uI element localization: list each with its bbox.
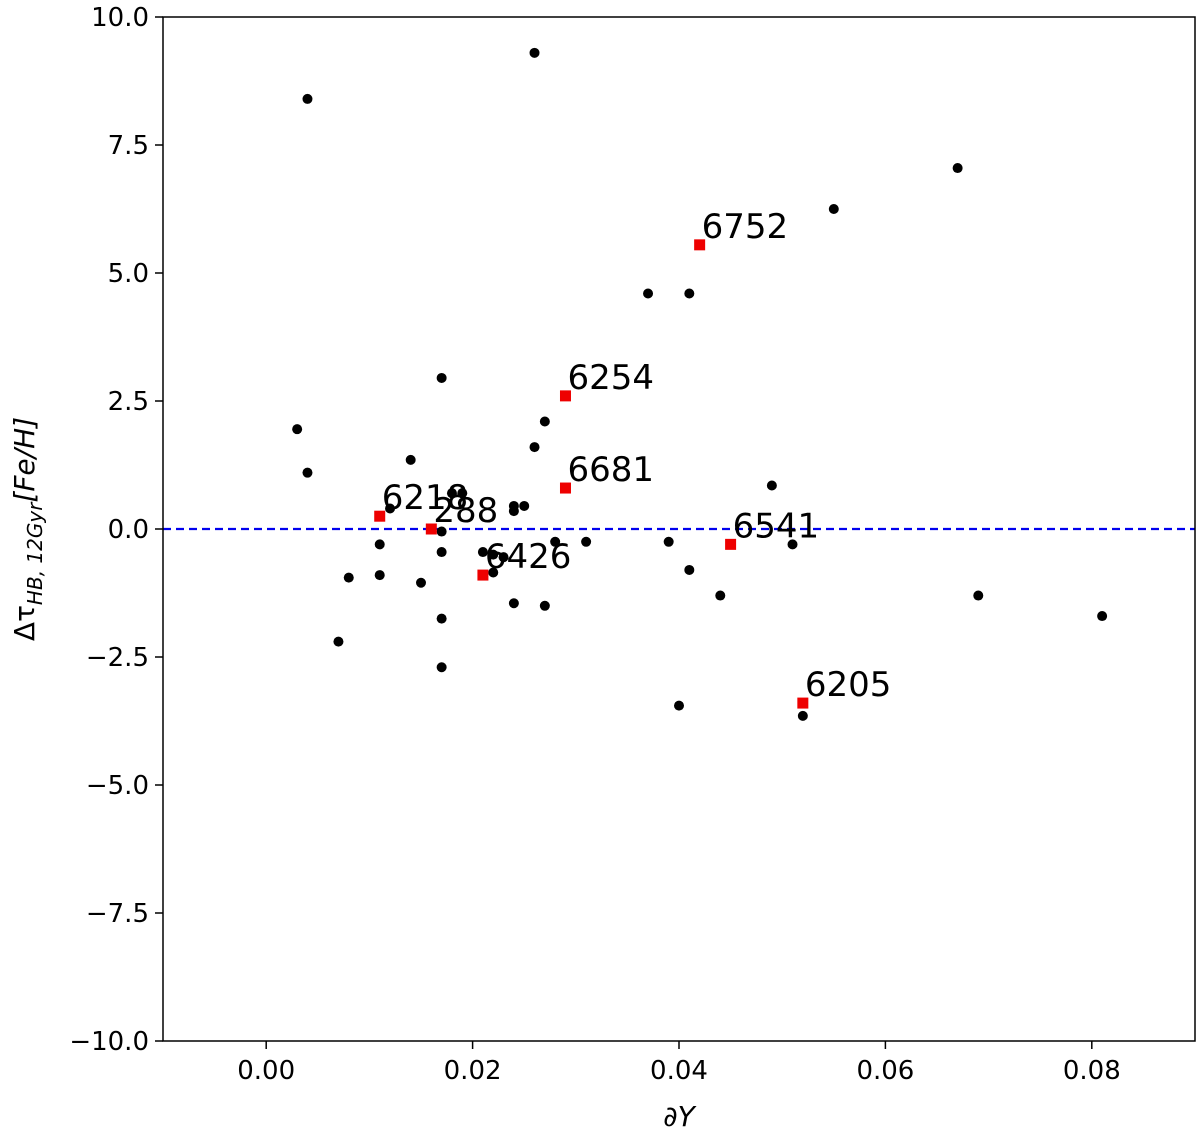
highlight-point (477, 569, 489, 581)
data-point (446, 488, 457, 499)
data-point (498, 552, 509, 563)
y-axis-label-tail: [Fe/H] (8, 417, 41, 503)
data-point (436, 613, 447, 624)
data-point (436, 372, 447, 383)
data-point (1097, 611, 1108, 622)
point-label: 6681 (567, 450, 654, 490)
data-point (539, 600, 550, 611)
data-point (405, 454, 416, 465)
x-tick-label: 0.00 (237, 1056, 295, 1086)
data-point (539, 416, 550, 427)
data-point (436, 662, 447, 673)
y-tick-label: 2.5 (108, 387, 149, 417)
x-tick-label: 0.02 (444, 1056, 502, 1086)
highlight-point (559, 482, 571, 494)
data-point (797, 710, 808, 721)
y-axis-label-main: Δτ (8, 605, 41, 641)
point-label: 288 (433, 491, 498, 531)
data-point (787, 539, 798, 550)
highlight-point (694, 239, 706, 251)
y-tick-label: 0.0 (108, 515, 149, 545)
data-point (508, 598, 519, 609)
data-point (684, 564, 695, 575)
y-axis-label-sub: HB, 12Gyr (23, 501, 47, 605)
data-point (292, 424, 303, 435)
x-axis-label: ∂Y (663, 1100, 696, 1133)
axes-layer: 0.00 0.02 0.04 0.06 0.08 −10.0 −7.5 −5.0 −2.5 0.0… (69, 3, 1120, 1086)
y-tick-label: −10.0 (69, 1027, 149, 1057)
data-point (488, 549, 499, 560)
point-label: 6254 (567, 358, 654, 398)
data-point (333, 636, 344, 647)
data-point (374, 539, 385, 550)
point-label: 6218 (382, 478, 469, 518)
data-point (973, 590, 984, 601)
y-tick-label: 7.5 (108, 131, 149, 161)
data-point (436, 547, 447, 558)
x-tick-label: 0.04 (650, 1056, 708, 1086)
data-point (663, 536, 674, 547)
points-layer (292, 47, 1108, 721)
y-tick-label: 10.0 (91, 3, 149, 33)
highlight-point (797, 697, 809, 709)
data-point (550, 536, 561, 547)
data-point (302, 467, 313, 478)
data-point (477, 547, 488, 558)
y-axis-label: ΔτHB, 12Gyr[Fe/H] (8, 417, 47, 641)
highlight-point (725, 538, 737, 550)
highlight-point (374, 510, 386, 522)
x-tick-label: 0.06 (856, 1056, 914, 1086)
data-point (508, 506, 519, 517)
data-point (684, 288, 695, 299)
data-point (715, 590, 726, 601)
data-point (581, 536, 592, 547)
data-point (529, 47, 540, 58)
highlight-point (425, 523, 437, 535)
data-point (385, 503, 396, 514)
data-point (343, 572, 354, 583)
data-point (674, 700, 684, 711)
point-label: 6426 (485, 537, 572, 577)
data-point (529, 442, 540, 453)
data-point (828, 204, 839, 214)
point-label: 6541 (733, 506, 820, 546)
data-point (457, 488, 468, 499)
highlight-point (559, 390, 571, 402)
data-point (519, 500, 530, 511)
data-point (436, 526, 447, 537)
point-label: 6205 (805, 665, 892, 705)
data-point (488, 567, 499, 578)
y-tick-label: −7.5 (86, 899, 149, 929)
y-tick-label: −2.5 (86, 643, 149, 673)
point-label: 6752 (702, 207, 789, 247)
x-tick-label: 0.08 (1063, 1056, 1121, 1086)
data-point (952, 163, 963, 174)
y-tick-label: −5.0 (86, 771, 149, 801)
data-point (374, 570, 385, 581)
data-point (766, 480, 777, 491)
data-point (416, 577, 426, 588)
data-point (302, 93, 313, 104)
data-point (643, 288, 654, 299)
y-tick-label: 5.0 (108, 259, 149, 289)
